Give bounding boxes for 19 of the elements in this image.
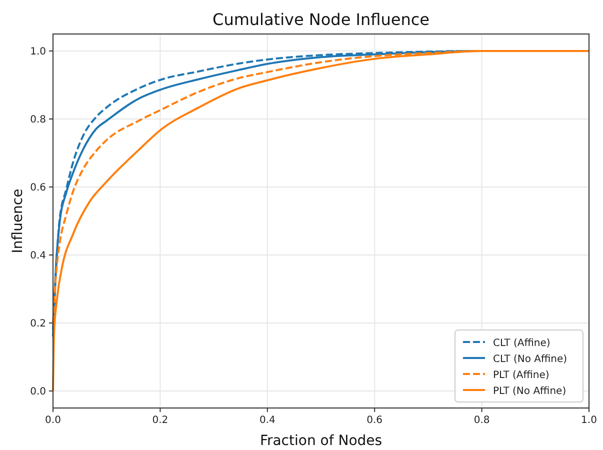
x-tick-label: 0.8: [474, 415, 490, 426]
x-tick-label: 0.6: [366, 415, 383, 426]
legend-label: PLT (Affine): [493, 370, 550, 381]
x-axis-title: Fraction of Nodes: [260, 433, 382, 449]
y-tick-label: 0.2: [30, 318, 46, 330]
y-tick-label: 0.8: [30, 114, 46, 126]
legend-label: PLT (No Affine): [493, 386, 566, 397]
y-axis-title: Influence: [10, 188, 26, 254]
y-tick-label: 1.0: [30, 46, 46, 58]
y-tick-label: 0.6: [30, 182, 46, 194]
x-tick-label: 0.4: [259, 415, 276, 426]
y-tick-label: 0.0: [30, 386, 46, 398]
y-tick-label: 0.4: [30, 250, 46, 262]
x-tick-label: 1.0: [581, 415, 597, 426]
legend-label: CLT (Affine): [493, 338, 550, 349]
chart-title: Cumulative Node Influence: [212, 10, 430, 29]
x-tick-label: 0.2: [152, 415, 168, 426]
legend-label: CLT (No Affine): [493, 354, 568, 365]
x-tick-label: 0.0: [45, 415, 61, 426]
